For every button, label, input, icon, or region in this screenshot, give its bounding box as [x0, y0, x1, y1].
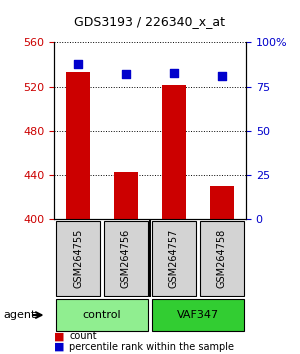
Text: GSM264758: GSM264758 [217, 229, 227, 288]
FancyBboxPatch shape [200, 221, 244, 296]
FancyBboxPatch shape [56, 299, 148, 331]
Point [172, 70, 176, 75]
Text: VAF347: VAF347 [177, 310, 219, 320]
FancyBboxPatch shape [152, 299, 244, 331]
Text: percentile rank within the sample: percentile rank within the sample [69, 342, 234, 352]
Bar [162, 85, 186, 219]
Text: GSM264756: GSM264756 [121, 229, 131, 288]
Text: GSM264755: GSM264755 [73, 229, 83, 288]
Point [76, 61, 80, 67]
Text: ■: ■ [54, 331, 64, 341]
Bar [114, 172, 138, 219]
Bar [210, 186, 234, 219]
Text: agent: agent [3, 310, 35, 320]
Point [124, 72, 128, 77]
FancyBboxPatch shape [104, 221, 148, 296]
Text: control: control [83, 310, 121, 320]
Text: GDS3193 / 226340_x_at: GDS3193 / 226340_x_at [74, 15, 226, 28]
FancyBboxPatch shape [56, 221, 100, 296]
Text: ■: ■ [54, 342, 64, 352]
Text: GSM264757: GSM264757 [169, 229, 179, 288]
FancyBboxPatch shape [152, 221, 196, 296]
Bar [66, 72, 90, 219]
Point [220, 73, 224, 79]
Text: count: count [69, 331, 97, 341]
